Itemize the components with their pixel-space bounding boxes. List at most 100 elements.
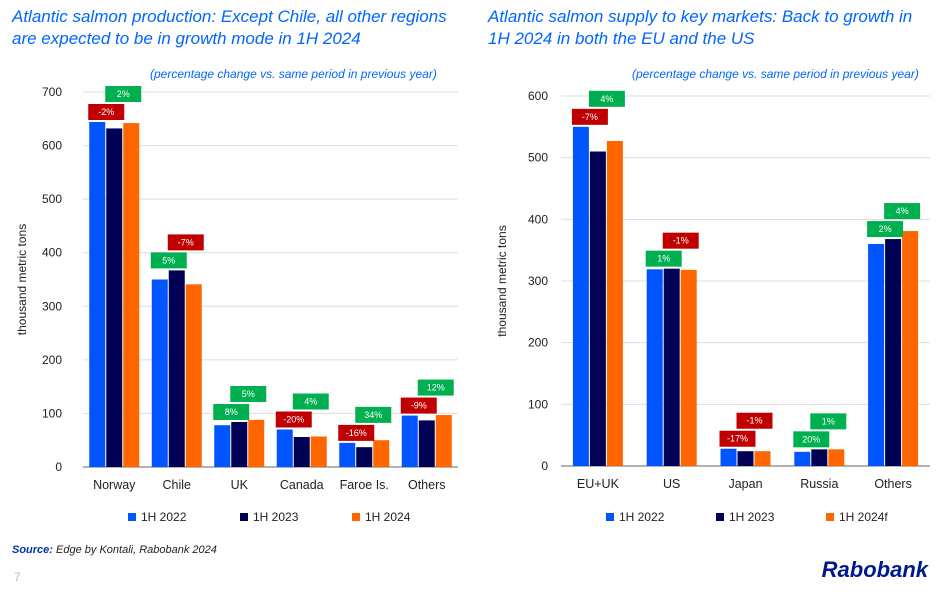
x-tick-label: Faroe Is.	[340, 478, 389, 492]
bar-1h-2022	[646, 269, 663, 466]
change-label: -17%	[727, 434, 748, 444]
change-label: 5%	[242, 389, 255, 399]
source-label: Source:	[12, 544, 53, 556]
legend-swatch	[716, 513, 724, 521]
change-label-box	[793, 431, 830, 448]
change-label: 4%	[600, 94, 613, 104]
change-label: 4%	[304, 397, 317, 407]
bar-1h-2023	[106, 128, 123, 467]
bar-1h-2022	[868, 244, 885, 466]
y-tick-label: 600	[528, 89, 548, 103]
change-label-box	[645, 250, 682, 267]
change-label: 8%	[225, 407, 238, 417]
change-label: -1%	[673, 236, 689, 246]
change-label: -7%	[178, 237, 194, 247]
change-label-box	[400, 397, 437, 414]
change-label: 1%	[822, 416, 835, 426]
bar-1h-2024f	[902, 231, 919, 466]
bar-1h-2024	[123, 123, 140, 468]
bar-1h-2022	[572, 126, 589, 466]
bar-1h-2022	[276, 429, 293, 467]
bar-1h-2023	[811, 449, 828, 466]
bar-1h-2022	[720, 448, 737, 466]
change-label-box	[213, 404, 250, 420]
y-tick-label: 300	[42, 299, 62, 313]
change-label-box	[571, 108, 608, 125]
y-tick-label: 700	[42, 85, 62, 99]
legend-label: 1H 2022	[141, 510, 187, 524]
change-label: 4%	[896, 206, 909, 216]
change-label: -20%	[283, 415, 304, 425]
change-label-box	[867, 221, 904, 238]
y-tick-label: 0	[55, 460, 62, 474]
change-label-box	[150, 252, 187, 269]
x-tick-label: UK	[231, 478, 249, 492]
legend-swatch	[352, 513, 360, 521]
change-label: 1%	[657, 254, 670, 264]
y-tick-label: 500	[42, 192, 62, 206]
change-label: -16%	[346, 428, 367, 438]
change-label: -1%	[746, 416, 762, 426]
change-label-box	[662, 232, 699, 249]
x-tick-label: Norway	[93, 478, 136, 492]
change-label-box	[167, 234, 204, 251]
chart-subtitle-left: (percentage change vs. same period in pr…	[150, 67, 437, 81]
change-label: 2%	[879, 224, 892, 234]
legend-label: 1H 2023	[729, 510, 775, 524]
chart-title-left: Atlantic salmon production: Except Chile…	[12, 7, 447, 48]
legend-swatch	[128, 513, 136, 521]
change-label-box	[88, 104, 125, 120]
change-label: 34%	[364, 410, 382, 420]
bar-1h-2022	[401, 415, 418, 467]
y-axis-label: thousand metric tons	[15, 224, 29, 335]
bar-1h-2024	[373, 440, 390, 467]
bar-1h-2024	[185, 284, 202, 467]
change-label: -7%	[582, 112, 598, 122]
legend-label: 1H 2022	[619, 510, 665, 524]
bar-1h-2023	[885, 239, 902, 466]
change-label: 5%	[162, 255, 175, 265]
change-label-box	[230, 386, 267, 402]
chart-title-right: Atlantic salmon supply to key markets: B…	[488, 7, 913, 48]
bar-1h-2023	[418, 420, 435, 467]
change-label-box	[292, 393, 329, 410]
change-label: 20%	[802, 434, 820, 444]
y-axis-label: thousand metric tons	[495, 225, 509, 336]
x-tick-label: EU+UK	[577, 477, 620, 491]
bar-1h-2023	[663, 268, 680, 466]
bar-1h-2022	[89, 122, 106, 467]
change-label-box	[417, 379, 454, 396]
bar-1h-2023	[737, 451, 754, 466]
legend-label: 1H 2024	[365, 510, 411, 524]
x-tick-label: Others	[408, 478, 446, 492]
chart-subtitle-right: (percentage change vs. same period in pr…	[632, 67, 919, 81]
bar-1h-2024	[310, 436, 327, 467]
change-label: 12%	[427, 383, 445, 393]
y-tick-label: 500	[528, 151, 548, 165]
legend-label: 1H 2023	[253, 510, 299, 524]
source-note: Source: Edge by Kontali, Rabobank 2024	[12, 544, 217, 556]
legend-swatch	[240, 513, 248, 521]
change-label-box	[338, 424, 375, 441]
bar-1h-2022	[339, 442, 356, 467]
bar-1h-2022	[214, 425, 231, 467]
x-tick-label: Canada	[280, 478, 324, 492]
source-text: Edge by Kontali, Rabobank 2024	[52, 544, 217, 556]
bar-1h-2024f	[680, 269, 697, 466]
change-label-box	[736, 412, 773, 429]
page-number: 7	[14, 570, 21, 584]
change-label: -9%	[411, 401, 427, 411]
change-label-box	[355, 406, 392, 423]
change-label: -2%	[98, 107, 114, 117]
bar-1h-2024	[248, 419, 265, 467]
change-label-box	[810, 413, 847, 430]
y-tick-label: 400	[528, 212, 548, 226]
change-label-box	[588, 90, 625, 107]
bar-1h-2023	[293, 437, 310, 467]
rabobank-logo: Rabobank	[821, 557, 928, 582]
y-tick-label: 400	[42, 246, 62, 260]
legend-label: 1H 2024f	[839, 510, 888, 524]
change-label-box	[275, 411, 312, 428]
